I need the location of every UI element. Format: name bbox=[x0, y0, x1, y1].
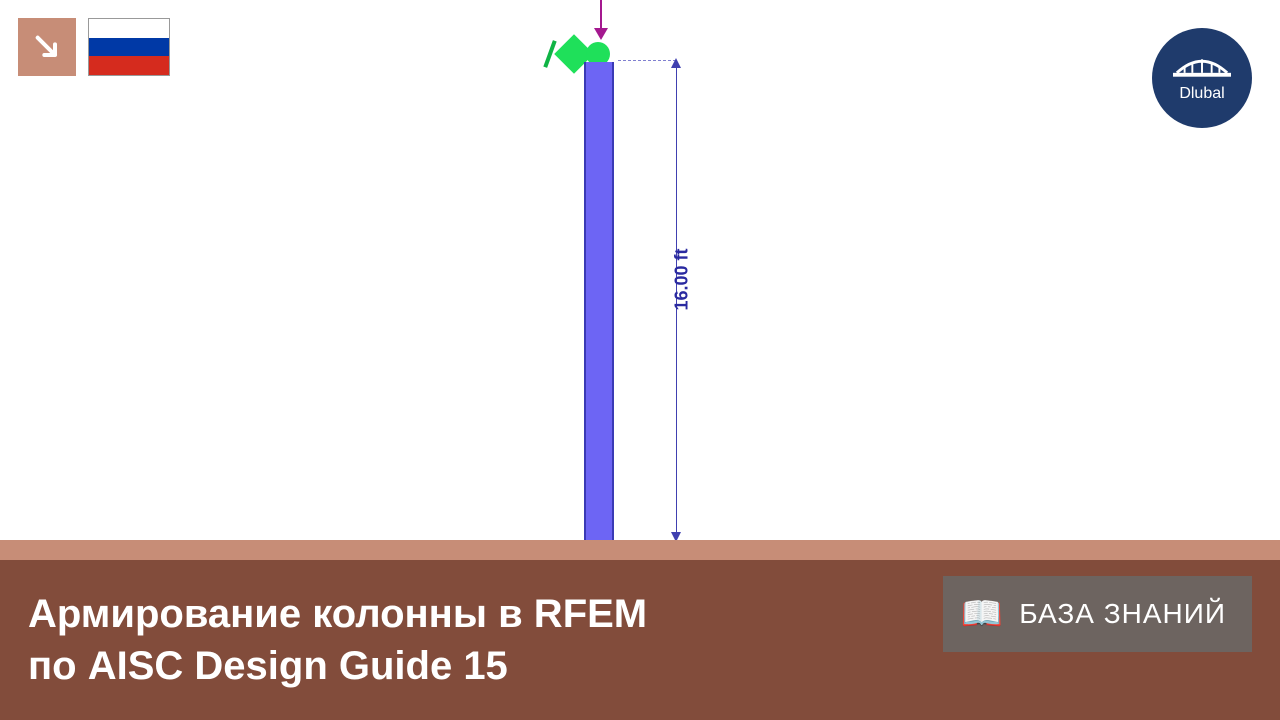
steel-column bbox=[584, 62, 614, 540]
book-icon: 📖 bbox=[961, 594, 1003, 634]
brand-name: Dlubal bbox=[1179, 85, 1224, 103]
load-arrow-head bbox=[594, 28, 608, 40]
dim-leader-top bbox=[618, 60, 676, 61]
corner-arrow-box bbox=[18, 18, 76, 76]
flag-stripe-bot bbox=[89, 56, 169, 75]
load-arrow-line bbox=[600, 0, 602, 30]
kb-label: БАЗА ЗНАНИЙ bbox=[1019, 598, 1226, 630]
title-line-1: Армирование колонны в RFEM bbox=[28, 592, 647, 636]
dim-arrow-top-icon bbox=[671, 58, 681, 68]
knowledge-base-badge[interactable]: 📖 БАЗА ЗНАНИЙ bbox=[943, 576, 1252, 652]
arrow-down-right-icon bbox=[31, 31, 63, 63]
title-line-2: по AISC Design Guide 15 bbox=[28, 644, 508, 688]
accent-stripe bbox=[0, 540, 1280, 560]
column-model: 16.00 ft bbox=[530, 0, 790, 540]
brand-logo[interactable]: Dlubal bbox=[1152, 28, 1252, 128]
bridge-icon bbox=[1173, 53, 1231, 83]
flag-stripe-mid bbox=[89, 38, 169, 57]
language-flag[interactable] bbox=[88, 18, 170, 76]
dimension-label: 16.00 ft bbox=[672, 248, 693, 310]
flag-stripe-top bbox=[89, 19, 169, 38]
